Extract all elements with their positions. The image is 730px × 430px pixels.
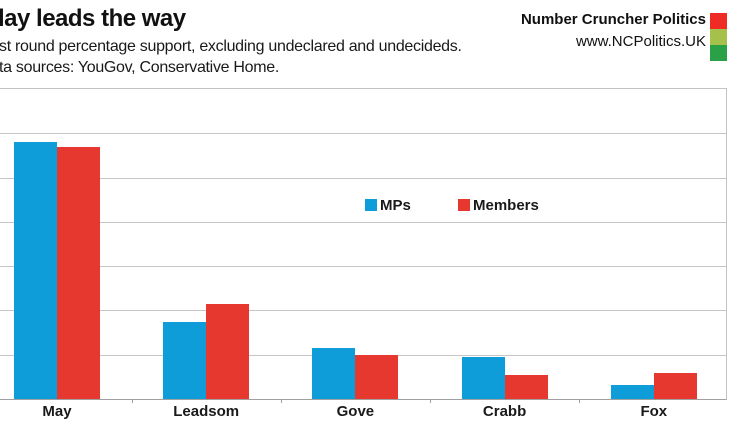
logo-square-1 <box>710 29 727 45</box>
x-axis-tick <box>430 399 431 403</box>
bar-members-may <box>57 146 100 399</box>
chart-title: lay leads the way <box>0 5 186 32</box>
category-label-crabb: Crabb <box>482 403 527 420</box>
chart-subtitle: st round percentage support, excluding u… <box>0 38 462 55</box>
bar-members-leadsom <box>206 303 250 399</box>
logo-square-2 <box>710 45 727 61</box>
bar-mps-leadsom <box>163 321 207 399</box>
ncp-logo-icon <box>710 13 727 61</box>
gridline <box>0 133 726 135</box>
legend-swatch-members <box>458 199 470 211</box>
brand-name: Number Cruncher Politics <box>520 11 706 28</box>
gridline <box>0 266 726 268</box>
category-label-gove: Gove <box>336 403 375 420</box>
gridline <box>0 221 726 223</box>
legend-item-mps: MPs <box>365 197 411 214</box>
legend-label: Members <box>473 197 539 214</box>
bar-mps-fox <box>610 384 654 399</box>
x-axis-tick <box>131 399 133 403</box>
data-sources-note: ta sources: YouGov, Conservative Home. <box>0 59 280 76</box>
legend-label: MPs <box>380 197 411 214</box>
logo-square-0 <box>710 13 727 29</box>
x-axis-tick <box>280 399 282 403</box>
plot-area: MPs Members <box>0 88 727 403</box>
legend-swatch-mps <box>365 199 377 211</box>
bar-members-fox <box>653 372 697 399</box>
bar-members-crabb <box>504 375 548 399</box>
category-label-leadsom: Leadsom <box>173 403 240 420</box>
gridline <box>0 177 726 179</box>
bar-mps-gove <box>312 348 356 399</box>
category-label-fox: Fox <box>640 403 668 420</box>
gridline <box>0 310 726 312</box>
brand-url: www.NCPolitics.UK <box>575 33 706 50</box>
bar-mps-crabb <box>461 356 505 399</box>
bar-mps-may <box>14 142 57 399</box>
legend-item-members: Members <box>458 197 539 214</box>
bar-members-gove <box>355 354 399 399</box>
category-label-may: May <box>42 403 72 420</box>
x-axis-tick <box>579 399 581 403</box>
